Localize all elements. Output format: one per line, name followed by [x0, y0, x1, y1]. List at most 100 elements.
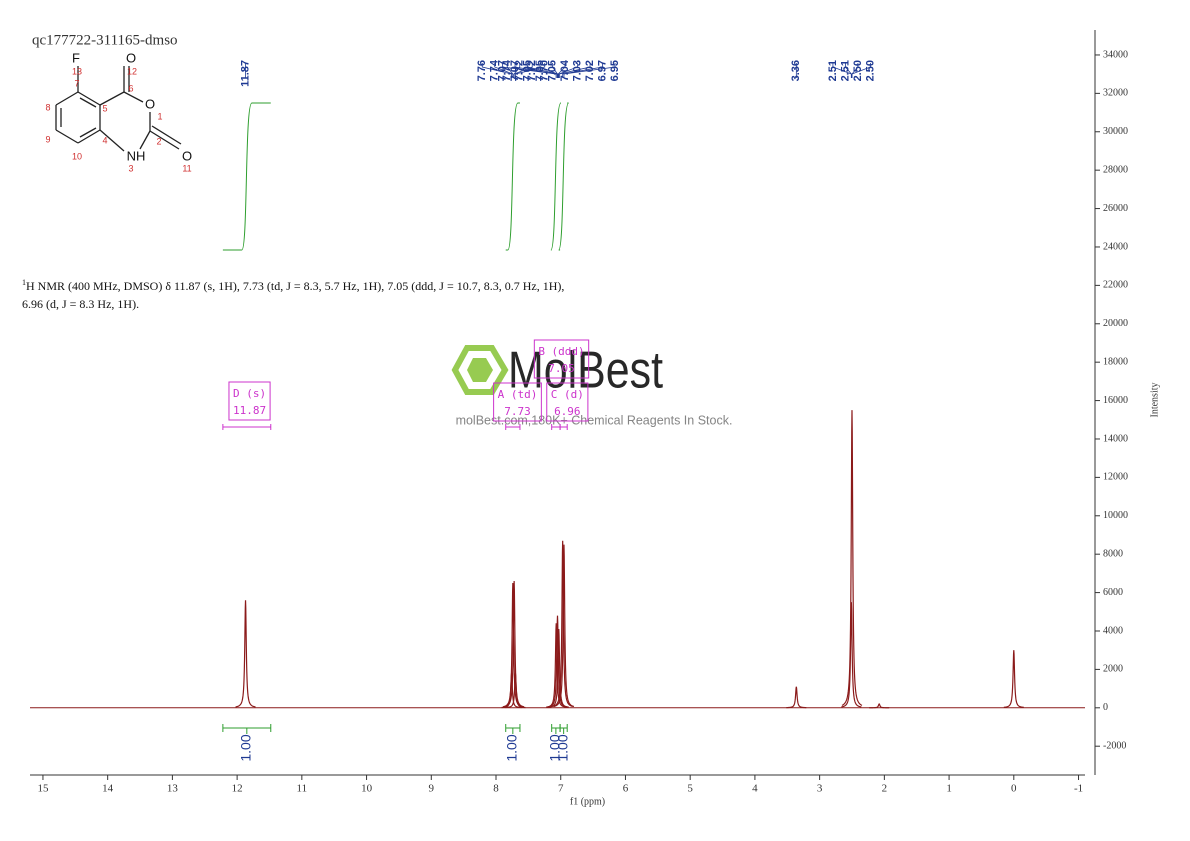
y-tick-label: 4000 — [1103, 625, 1123, 636]
peak-label-leader — [558, 63, 578, 78]
x-tick-label: 10 — [361, 783, 373, 795]
bond — [149, 130, 180, 150]
multiplet-shift: 11.87 — [233, 404, 266, 417]
x-tick-label: 11 — [297, 783, 308, 795]
x-axis-label: f1 (ppm) — [570, 796, 605, 807]
y-tick-label: 14000 — [1103, 433, 1128, 444]
multiplet-frame — [546, 382, 589, 422]
peak-label-leader — [562, 63, 603, 78]
x-tick-label: 0 — [1011, 783, 1017, 795]
atom-number: 5 — [102, 103, 107, 113]
y-tick-label: 6000 — [1103, 587, 1123, 598]
multiplet-label: C (d) — [551, 388, 584, 401]
nmr-description: 1H NMR (400 MHz, DMSO) δ 11.87 (s, 1H), … — [22, 274, 582, 313]
x-tick-label: 15 — [37, 783, 49, 795]
watermark: MolBest molBest.com,180K+ Chemical Reage… — [451, 342, 732, 427]
y-tick-label: 34000 — [1103, 49, 1128, 60]
multiplet-frame — [228, 381, 271, 421]
atom-label: O — [145, 96, 155, 111]
bond — [139, 130, 151, 150]
peak — [504, 581, 525, 708]
x-tick-label: 8 — [493, 783, 499, 795]
bond — [77, 129, 101, 144]
peak-label-leader — [514, 63, 557, 78]
peak-label: 7.72 — [514, 60, 526, 81]
x-tick-label: 4 — [752, 783, 758, 795]
peak — [786, 686, 807, 709]
bond — [123, 91, 144, 103]
atom-number: 12 — [127, 66, 137, 76]
integral-bracket — [551, 724, 561, 734]
peak — [841, 410, 863, 706]
bond — [79, 127, 97, 138]
peak-label: 7.03 — [571, 60, 583, 81]
integral-bracket — [505, 724, 521, 734]
multiplet-range — [559, 424, 568, 430]
x-tick-label: 12 — [232, 783, 243, 795]
y-tick-label: 12000 — [1103, 472, 1128, 483]
y-axis-label: Intensity — [1149, 383, 1160, 418]
peak — [505, 673, 526, 709]
multiplet-frame — [493, 382, 542, 422]
peak-label-leader — [845, 63, 852, 78]
integral-label: 1.00 — [238, 734, 254, 761]
isotope: 1 — [22, 278, 26, 287]
peak-label: 7.05 — [521, 60, 533, 81]
multiplet-label: B (ddd) — [538, 345, 584, 358]
logo — [467, 358, 493, 382]
peak-label-leader — [851, 63, 871, 78]
multiplet-box: A (td) 7.73 — [493, 382, 542, 422]
integral-label: 1.00 — [504, 734, 520, 761]
peak-label-leader — [557, 63, 566, 78]
bond — [77, 91, 101, 106]
y-tick-label: 32000 — [1103, 88, 1128, 99]
multiplet-label: A (td) — [498, 388, 538, 401]
atom-number: 6 — [128, 83, 133, 93]
peak-label-leader — [552, 63, 558, 78]
peak — [235, 600, 256, 708]
y-tick-label: 30000 — [1103, 126, 1128, 137]
integral-curve — [222, 102, 271, 251]
atom-label: NH — [127, 148, 146, 163]
y-tick-label: 10000 — [1103, 510, 1128, 521]
atom-label: O — [126, 50, 136, 65]
peak-label: 2.50 — [864, 60, 876, 81]
peak-label-leader — [481, 63, 512, 78]
atom-number: 9 — [45, 134, 50, 144]
peak — [548, 629, 569, 708]
bond — [99, 129, 125, 152]
bond — [55, 91, 79, 106]
bond — [99, 91, 125, 106]
multiplet-box: B (ddd) 7.05 — [533, 339, 590, 379]
multiplet-range — [505, 424, 521, 430]
y-tick-label: 28000 — [1103, 164, 1128, 175]
multiplet-shift: 7.73 — [504, 405, 531, 418]
atom-number: 8 — [45, 102, 50, 112]
peak-label: 7.74 — [501, 59, 513, 81]
atom-number: 10 — [72, 151, 82, 161]
peak-label: 7.07 — [509, 60, 521, 81]
peak — [552, 540, 573, 708]
y-tick-label: 16000 — [1103, 395, 1128, 406]
bond — [55, 129, 79, 144]
peak — [553, 544, 575, 708]
integral-curve — [550, 102, 562, 251]
peak-label: 7.05 — [546, 60, 558, 81]
atom-number: 7 — [74, 78, 79, 88]
x-tick-label: 2 — [882, 783, 888, 795]
x-tick-label: 3 — [817, 783, 823, 795]
y-tick-label: 2000 — [1103, 664, 1123, 675]
logo — [451, 345, 509, 395]
peak-label-leader — [559, 63, 591, 78]
x-tick-label: 1 — [946, 783, 952, 795]
multiplet-box: C (d) 6.96 — [546, 382, 589, 422]
x-tick-label: -1 — [1074, 783, 1083, 795]
peak-label: 7.04 — [559, 59, 571, 81]
y-tick-label: 0 — [1103, 702, 1108, 713]
atom-number: 3 — [128, 163, 133, 173]
x-tick-label: 13 — [167, 783, 179, 795]
multiplet-shift: 6.96 — [554, 405, 581, 418]
bond — [79, 97, 97, 108]
multiplet-range — [222, 424, 272, 430]
